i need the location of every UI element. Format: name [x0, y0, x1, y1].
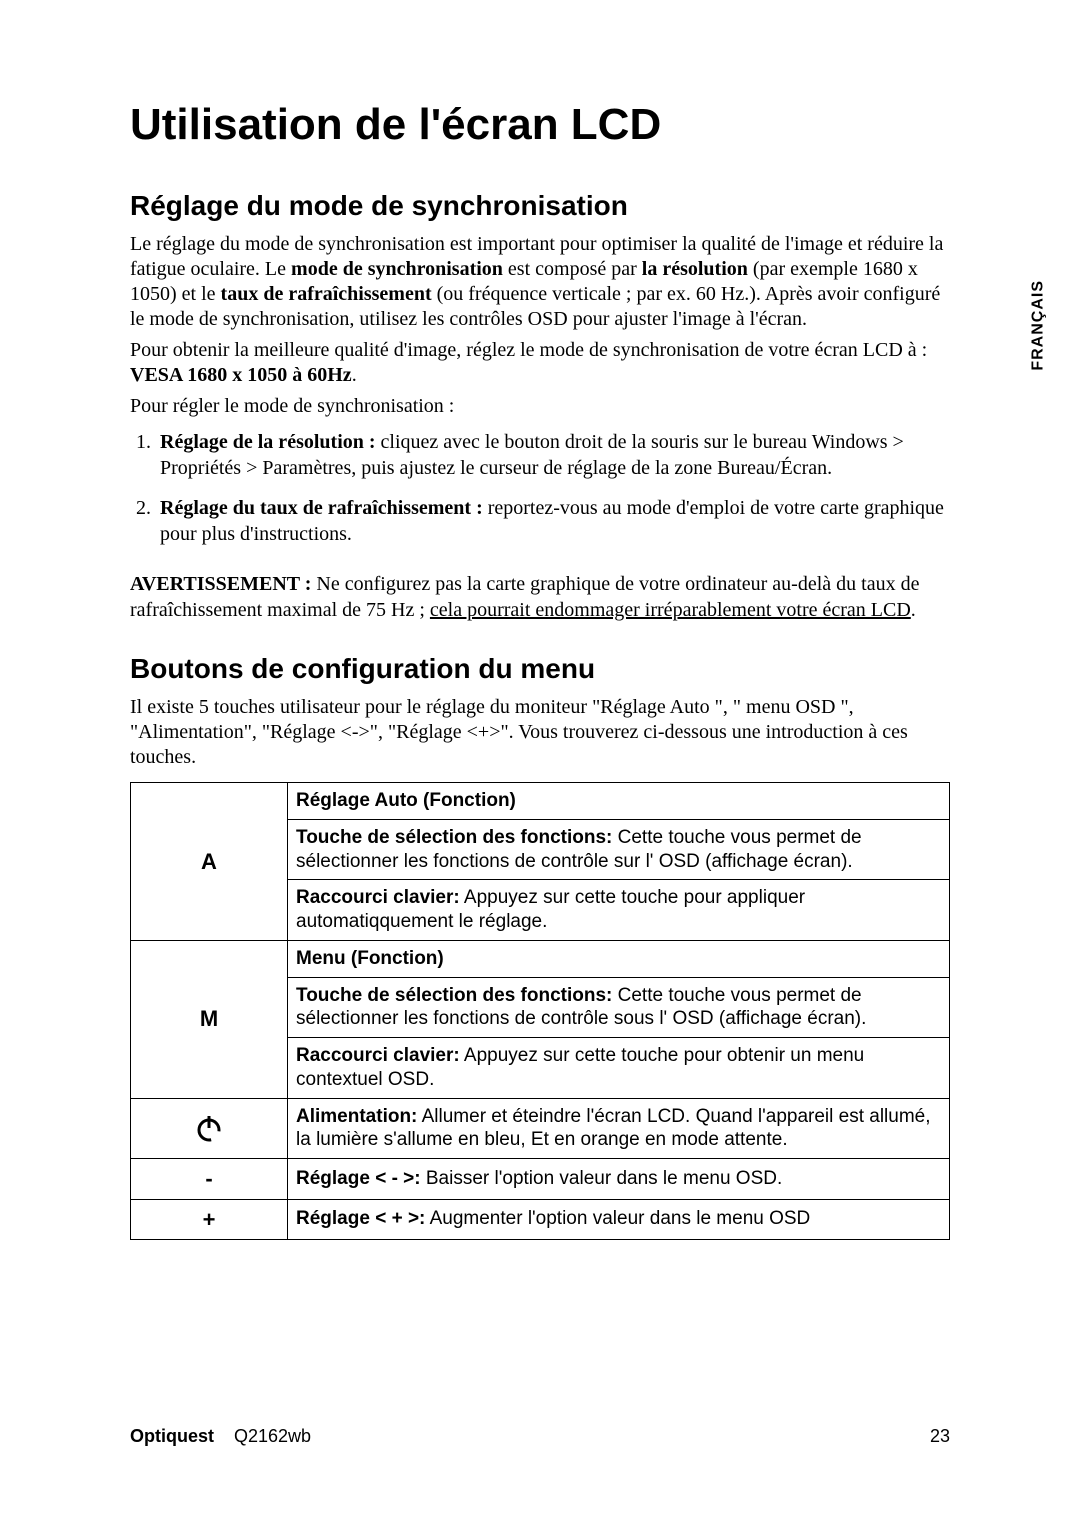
- page-title: Utilisation de l'écran LCD: [130, 100, 950, 150]
- page-footer: Optiquest Q2162wb 23: [130, 1426, 950, 1447]
- table-row: Alimentation: Allumer et éteindre l'écra…: [131, 1098, 950, 1159]
- table-cell: Réglage Auto (Fonction): [288, 783, 950, 820]
- text-bold: taux de rafraîchissement: [221, 283, 432, 305]
- cell-lead: Raccourci clavier:: [296, 887, 460, 908]
- language-side-label: FRANÇAIS: [1030, 280, 1048, 371]
- text-bold: VESA 1680 x 1050 à 60Hz: [130, 364, 352, 386]
- table-cell: Menu (Fonction): [288, 940, 950, 977]
- table-cell: Touche de sélection des fonctions: Cette…: [288, 819, 950, 880]
- cell-lead: Touche de sélection des fonctions:: [296, 827, 612, 848]
- warning-underlined: cela pourrait endommager irréparablement…: [430, 599, 911, 621]
- footer-left: Optiquest Q2162wb: [130, 1426, 311, 1447]
- table-row: M Menu (Fonction): [131, 940, 950, 977]
- controls-table: A Réglage Auto (Fonction) Touche de séle…: [130, 782, 950, 1240]
- text: Pour obtenir la meilleure qualité d'imag…: [130, 339, 927, 361]
- table-row: + Réglage < + >: Augmenter l'option vale…: [131, 1199, 950, 1240]
- section-buttons-heading: Boutons de configuration du menu: [130, 653, 950, 685]
- warning-paragraph: AVERTISSEMENT : Ne configurez pas la car…: [130, 571, 950, 623]
- step-lead: Réglage du taux de rafraîchissement :: [160, 497, 483, 519]
- sync-para-1: Le réglage du mode de synchronisation es…: [130, 232, 950, 332]
- cell-lead: Raccourci clavier:: [296, 1045, 460, 1066]
- table-cell: Réglage < - >: Baisser l'option valeur d…: [288, 1159, 950, 1200]
- cell-body: Baisser l'option valeur dans le menu OSD…: [421, 1168, 783, 1189]
- table-key-cell: +: [131, 1199, 288, 1240]
- text: .: [352, 364, 357, 386]
- cell-title: Réglage Auto (Fonction): [296, 790, 516, 811]
- buttons-intro: Il existe 5 touches utilisateur pour le …: [130, 695, 950, 770]
- footer-model: Q2162wb: [234, 1426, 311, 1446]
- table-row: A Réglage Auto (Fonction): [131, 783, 950, 820]
- table-cell: Raccourci clavier: Appuyez sur cette tou…: [288, 880, 950, 941]
- step-lead: Réglage de la résolution :: [160, 431, 376, 453]
- text-bold: la résolution: [642, 258, 748, 280]
- text: .: [911, 599, 916, 621]
- power-icon: [194, 1113, 224, 1143]
- table-key-cell: A: [131, 783, 288, 941]
- text: est composé par: [503, 258, 642, 280]
- cell-title: Menu (Fonction): [296, 948, 444, 969]
- table-key-cell: -: [131, 1159, 288, 1200]
- list-item: Réglage de la résolution : cliquez avec …: [156, 429, 950, 481]
- sync-para-2: Pour obtenir la meilleure qualité d'imag…: [130, 338, 950, 388]
- cell-lead: Alimentation:: [296, 1106, 417, 1127]
- cell-body: Augmenter l'option valeur dans le menu O…: [425, 1208, 810, 1229]
- warning-lead: AVERTISSEMENT :: [130, 573, 311, 595]
- table-cell: Alimentation: Allumer et éteindre l'écra…: [288, 1098, 950, 1159]
- cell-lead: Touche de sélection des fonctions:: [296, 985, 612, 1006]
- table-cell: Raccourci clavier: Appuyez sur cette tou…: [288, 1038, 950, 1099]
- table-key-cell: M: [131, 940, 288, 1098]
- cell-lead: Réglage < + >:: [296, 1208, 425, 1229]
- table-row: - Réglage < - >: Baisser l'option valeur…: [131, 1159, 950, 1200]
- footer-brand: Optiquest: [130, 1426, 214, 1446]
- table-key-cell-power: [131, 1098, 288, 1159]
- table-cell: Réglage < + >: Augmenter l'option valeur…: [288, 1199, 950, 1240]
- footer-pagenum: 23: [930, 1426, 950, 1447]
- section-sync-heading: Réglage du mode de synchronisation: [130, 190, 950, 222]
- table-cell: Touche de sélection des fonctions: Cette…: [288, 977, 950, 1038]
- sync-para-3: Pour régler le mode de synchronisation :: [130, 394, 950, 419]
- list-item: Réglage du taux de rafraîchissement : re…: [156, 495, 950, 547]
- text-bold: mode de synchronisation: [291, 258, 503, 280]
- sync-steps-list: Réglage de la résolution : cliquez avec …: [130, 429, 950, 547]
- cell-lead: Réglage < - >:: [296, 1168, 421, 1189]
